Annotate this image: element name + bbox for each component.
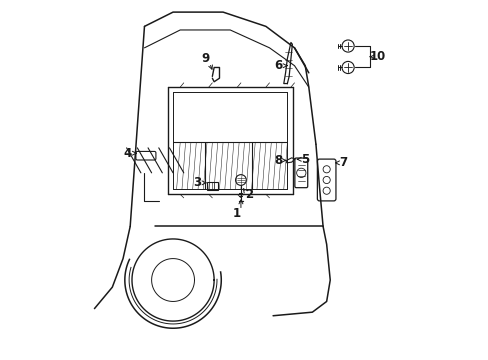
Text: 9: 9: [201, 52, 209, 65]
Text: 2: 2: [244, 188, 252, 201]
Text: 5: 5: [301, 153, 309, 166]
Text: 6: 6: [273, 59, 282, 72]
Text: 10: 10: [368, 50, 385, 63]
Text: 3: 3: [193, 176, 201, 189]
Text: 8: 8: [274, 154, 283, 167]
Text: 1: 1: [232, 207, 240, 220]
Text: 7: 7: [339, 156, 347, 169]
Text: 4: 4: [123, 147, 131, 160]
